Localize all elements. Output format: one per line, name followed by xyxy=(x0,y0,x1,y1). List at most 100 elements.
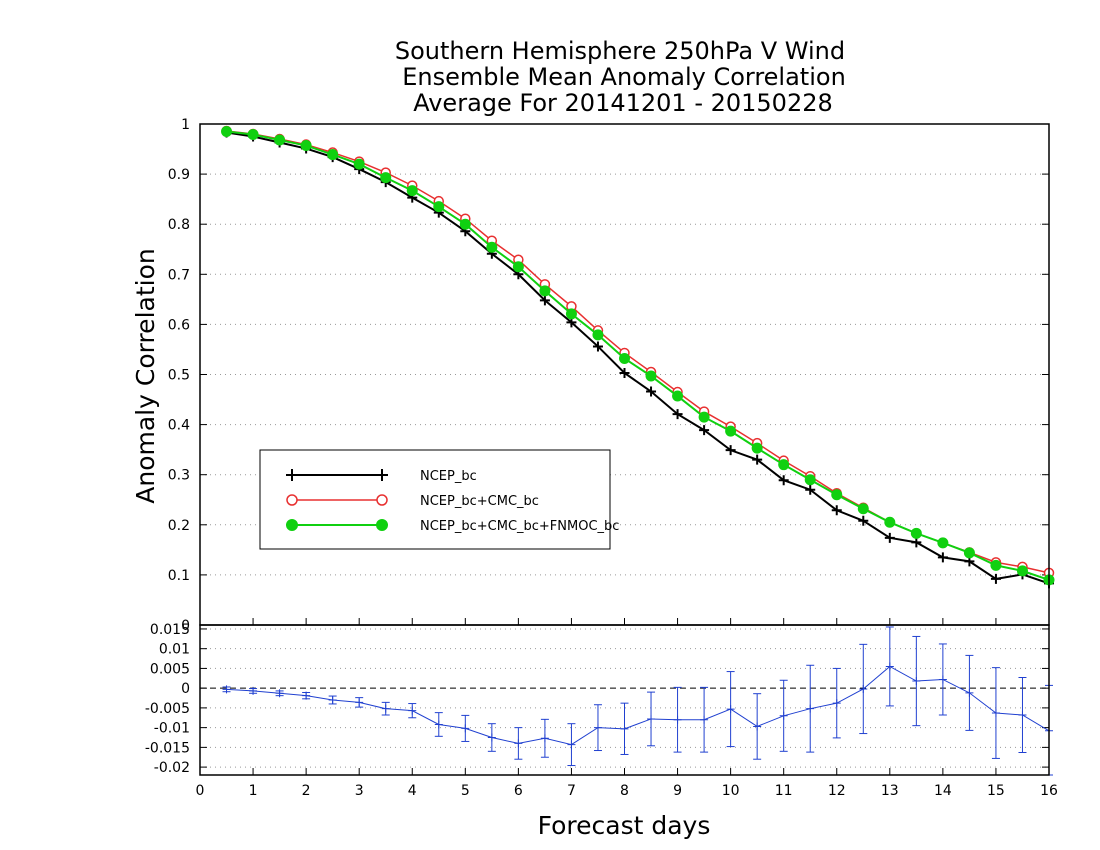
difference-point xyxy=(965,688,974,697)
data-point xyxy=(910,527,922,539)
difference-point xyxy=(593,723,602,732)
difference-point xyxy=(912,677,921,686)
difference-line xyxy=(226,665,1050,746)
top-y-tick-label: 1 xyxy=(181,117,190,133)
difference-point xyxy=(461,724,470,733)
data-point xyxy=(221,126,233,138)
data-point xyxy=(698,411,710,423)
legend-label-ncep-cmc-fnmoc: NCEP_bc+CMC_bc+FNMOC_bc xyxy=(420,519,619,534)
data-point xyxy=(327,149,339,161)
legend-marker-ncep-2 xyxy=(376,469,388,481)
data-point xyxy=(804,474,816,486)
difference-point xyxy=(408,706,417,715)
data-point xyxy=(645,370,657,382)
x-tick-label: 6 xyxy=(514,783,523,799)
data-point xyxy=(805,484,816,495)
bottom-plot-frame xyxy=(199,624,1050,776)
data-point xyxy=(831,505,842,516)
data-point xyxy=(592,341,603,352)
x-tick-label: 11 xyxy=(775,783,793,799)
top-y-tick-label: 0.7 xyxy=(168,267,190,283)
bottom-y-tick-label: 0.01 xyxy=(159,642,190,658)
data-point xyxy=(486,241,498,253)
difference-point xyxy=(355,698,364,707)
data-point xyxy=(539,285,551,297)
data-point xyxy=(274,134,286,146)
bottom-y-tick-label: 0.015 xyxy=(150,622,190,638)
data-point xyxy=(619,367,630,378)
x-tick-label: 15 xyxy=(987,783,1005,799)
data-point xyxy=(884,532,895,543)
data-point xyxy=(1016,565,1028,577)
legend-marker-ncep-1 xyxy=(286,469,298,481)
x-tick-label: 16 xyxy=(1040,783,1058,799)
x-axis-label: Forecast days xyxy=(538,811,711,840)
difference-point xyxy=(381,704,390,713)
data-point xyxy=(353,158,365,170)
difference-point xyxy=(620,724,629,733)
x-tick-label: 12 xyxy=(828,783,846,799)
data-point xyxy=(459,218,471,230)
legend-marker-ncep-cmc-fnmoc-1 xyxy=(286,519,298,531)
x-tick-label: 5 xyxy=(461,783,470,799)
data-point xyxy=(433,201,445,213)
bottom-y-tick-label: 0.005 xyxy=(150,661,190,677)
difference-point xyxy=(434,720,443,729)
x-tick-label: 2 xyxy=(302,783,311,799)
data-point xyxy=(937,537,949,549)
bottom-series-layer xyxy=(222,626,1053,776)
data-point xyxy=(751,442,763,454)
data-point xyxy=(646,386,657,397)
title-line-1: Southern Hemisphere 250hPa V Wind xyxy=(395,37,845,65)
data-point xyxy=(990,559,1002,571)
title-line-3: Average For 20141201 - 20150228 xyxy=(413,89,833,117)
difference-point xyxy=(700,715,709,724)
data-point xyxy=(752,454,763,465)
bottom-y-tick-label: -0.02 xyxy=(154,760,190,776)
data-point xyxy=(406,185,418,197)
data-point xyxy=(725,445,736,456)
data-point xyxy=(300,140,312,152)
top-y-tick-label: 0.5 xyxy=(168,368,190,384)
difference-point xyxy=(726,705,735,714)
difference-point xyxy=(249,686,258,695)
x-tick-label: 4 xyxy=(408,783,417,799)
data-point xyxy=(699,425,710,436)
difference-point xyxy=(514,739,523,748)
x-tick-label: 14 xyxy=(934,783,952,799)
data-point xyxy=(672,390,684,402)
data-point xyxy=(778,475,789,486)
bottom-y-tick-label: -0.01 xyxy=(154,721,190,737)
legend: NCEP_bc NCEP_bc+CMC_bc NCEP_bc+CMC_bc+FN… xyxy=(259,449,619,550)
bottom-y-tick-label: 0 xyxy=(181,681,190,697)
data-point xyxy=(725,425,737,437)
difference-point xyxy=(275,689,284,698)
x-tick-label: 3 xyxy=(355,783,364,799)
top-y-tick-label: 0.2 xyxy=(168,518,190,534)
top-y-tick-label: 0 xyxy=(181,618,190,634)
difference-point xyxy=(885,662,894,671)
data-point xyxy=(380,172,392,184)
x-tick-label: 10 xyxy=(722,783,740,799)
legend-marker-ncep-cmc-1 xyxy=(286,494,298,506)
difference-point xyxy=(779,711,788,720)
bottom-y-tick-label: -0.005 xyxy=(145,701,190,717)
x-tick-label: 7 xyxy=(567,783,576,799)
data-point xyxy=(857,503,869,515)
data-point xyxy=(539,295,550,306)
bottom-y-ticks: 0.015 0.01 0.005 0 -0.005 -0.01 -0.015 -0.02 xyxy=(145,622,1049,776)
bottom-y-tick-label: -0.015 xyxy=(145,740,190,756)
difference-point xyxy=(673,715,682,724)
difference-point xyxy=(302,691,311,700)
x-tick-label: 13 xyxy=(881,783,899,799)
data-point xyxy=(592,329,604,341)
title-line-2: Ensemble Mean Anomaly Correlation xyxy=(402,63,846,91)
data-point xyxy=(512,261,524,273)
difference-point xyxy=(487,733,496,742)
data-point xyxy=(247,129,259,141)
bottom-gridlines xyxy=(200,628,1049,768)
difference-point xyxy=(859,684,868,693)
top-y-tick-label: 0.6 xyxy=(168,317,190,333)
x-ticks: 0 1 2 3 4 5 6 7 8 9 10 11 12 13 14 15 16 xyxy=(196,618,1058,799)
